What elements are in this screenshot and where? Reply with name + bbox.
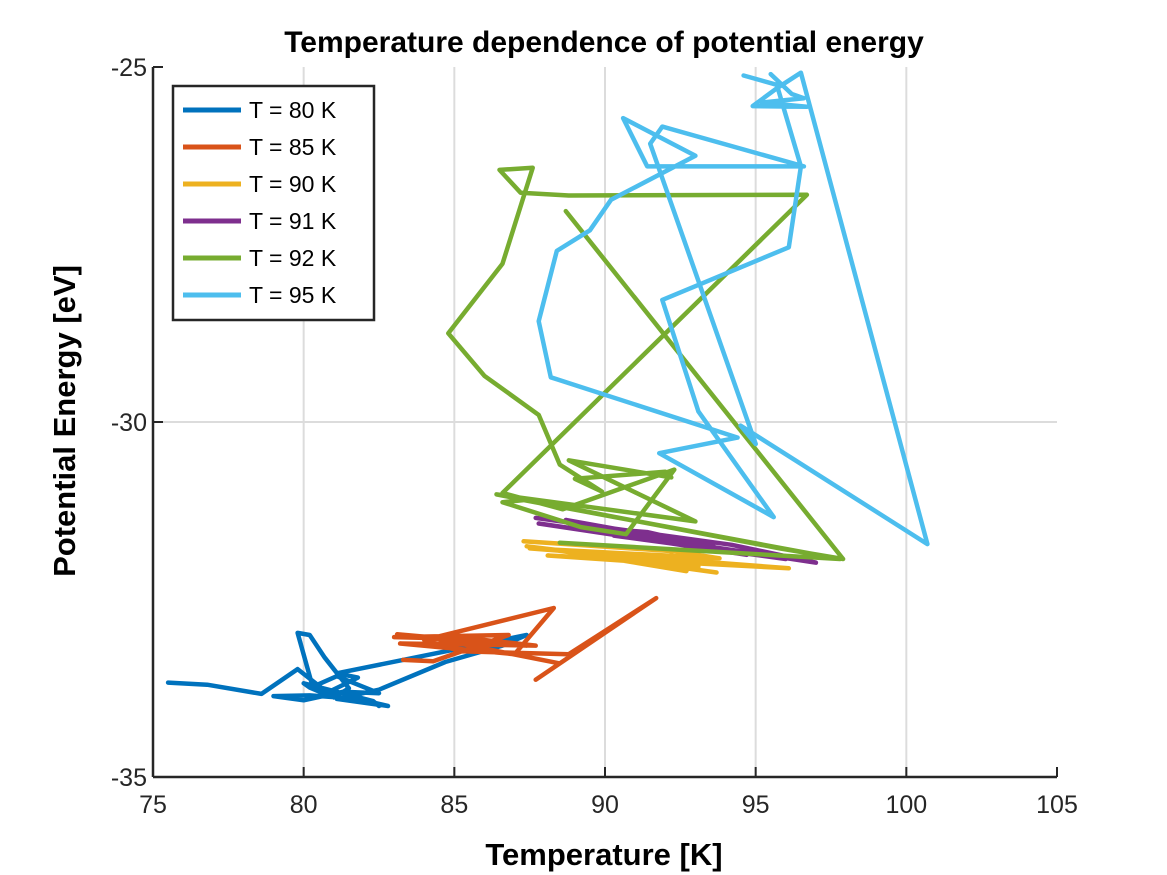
series-layer: [165, 70, 930, 709]
series-line-1: [165, 630, 529, 709]
chart-title: Temperature dependence of potential ener…: [284, 26, 924, 59]
series-line-5: [446, 165, 846, 562]
legend-label-3: T = 90 K: [249, 171, 337, 197]
legend-label-2: T = 85 K: [249, 134, 337, 160]
legend-label-5: T = 92 K: [249, 245, 337, 271]
x-axis-label: Temperature [K]: [485, 837, 722, 872]
x-tick-label: 100: [885, 791, 927, 819]
series-line-3: [521, 539, 792, 575]
y-tick-label: -35: [111, 764, 147, 792]
legend-label-6: T = 95 K: [249, 282, 337, 308]
series-line-6: [536, 70, 930, 547]
y-tick-label: -25: [111, 54, 147, 82]
series-line-2: [391, 595, 659, 682]
axes: [151, 66, 1058, 779]
legend-label-1: T = 80 K: [249, 97, 337, 123]
y-tick-label: -30: [111, 409, 147, 437]
x-tick-label: 75: [139, 791, 167, 819]
y-axis-label: Potential Energy [eV]: [47, 265, 82, 577]
legend-label-4: T = 91 K: [249, 208, 337, 234]
tick-labels: 75 80 85 90 95 100 105 -35 -30 -25: [111, 54, 1078, 819]
x-tick-label: 85: [440, 791, 468, 819]
legend: T = 80 K T = 85 K T = 90 K T = 91 K T = 92 K…: [171, 84, 376, 322]
legend-box: [171, 84, 376, 322]
x-tick-label: 105: [1036, 791, 1078, 819]
x-tick-label: 95: [742, 791, 770, 819]
x-tick-label: 80: [290, 791, 318, 819]
x-tick-label: 90: [591, 791, 619, 819]
